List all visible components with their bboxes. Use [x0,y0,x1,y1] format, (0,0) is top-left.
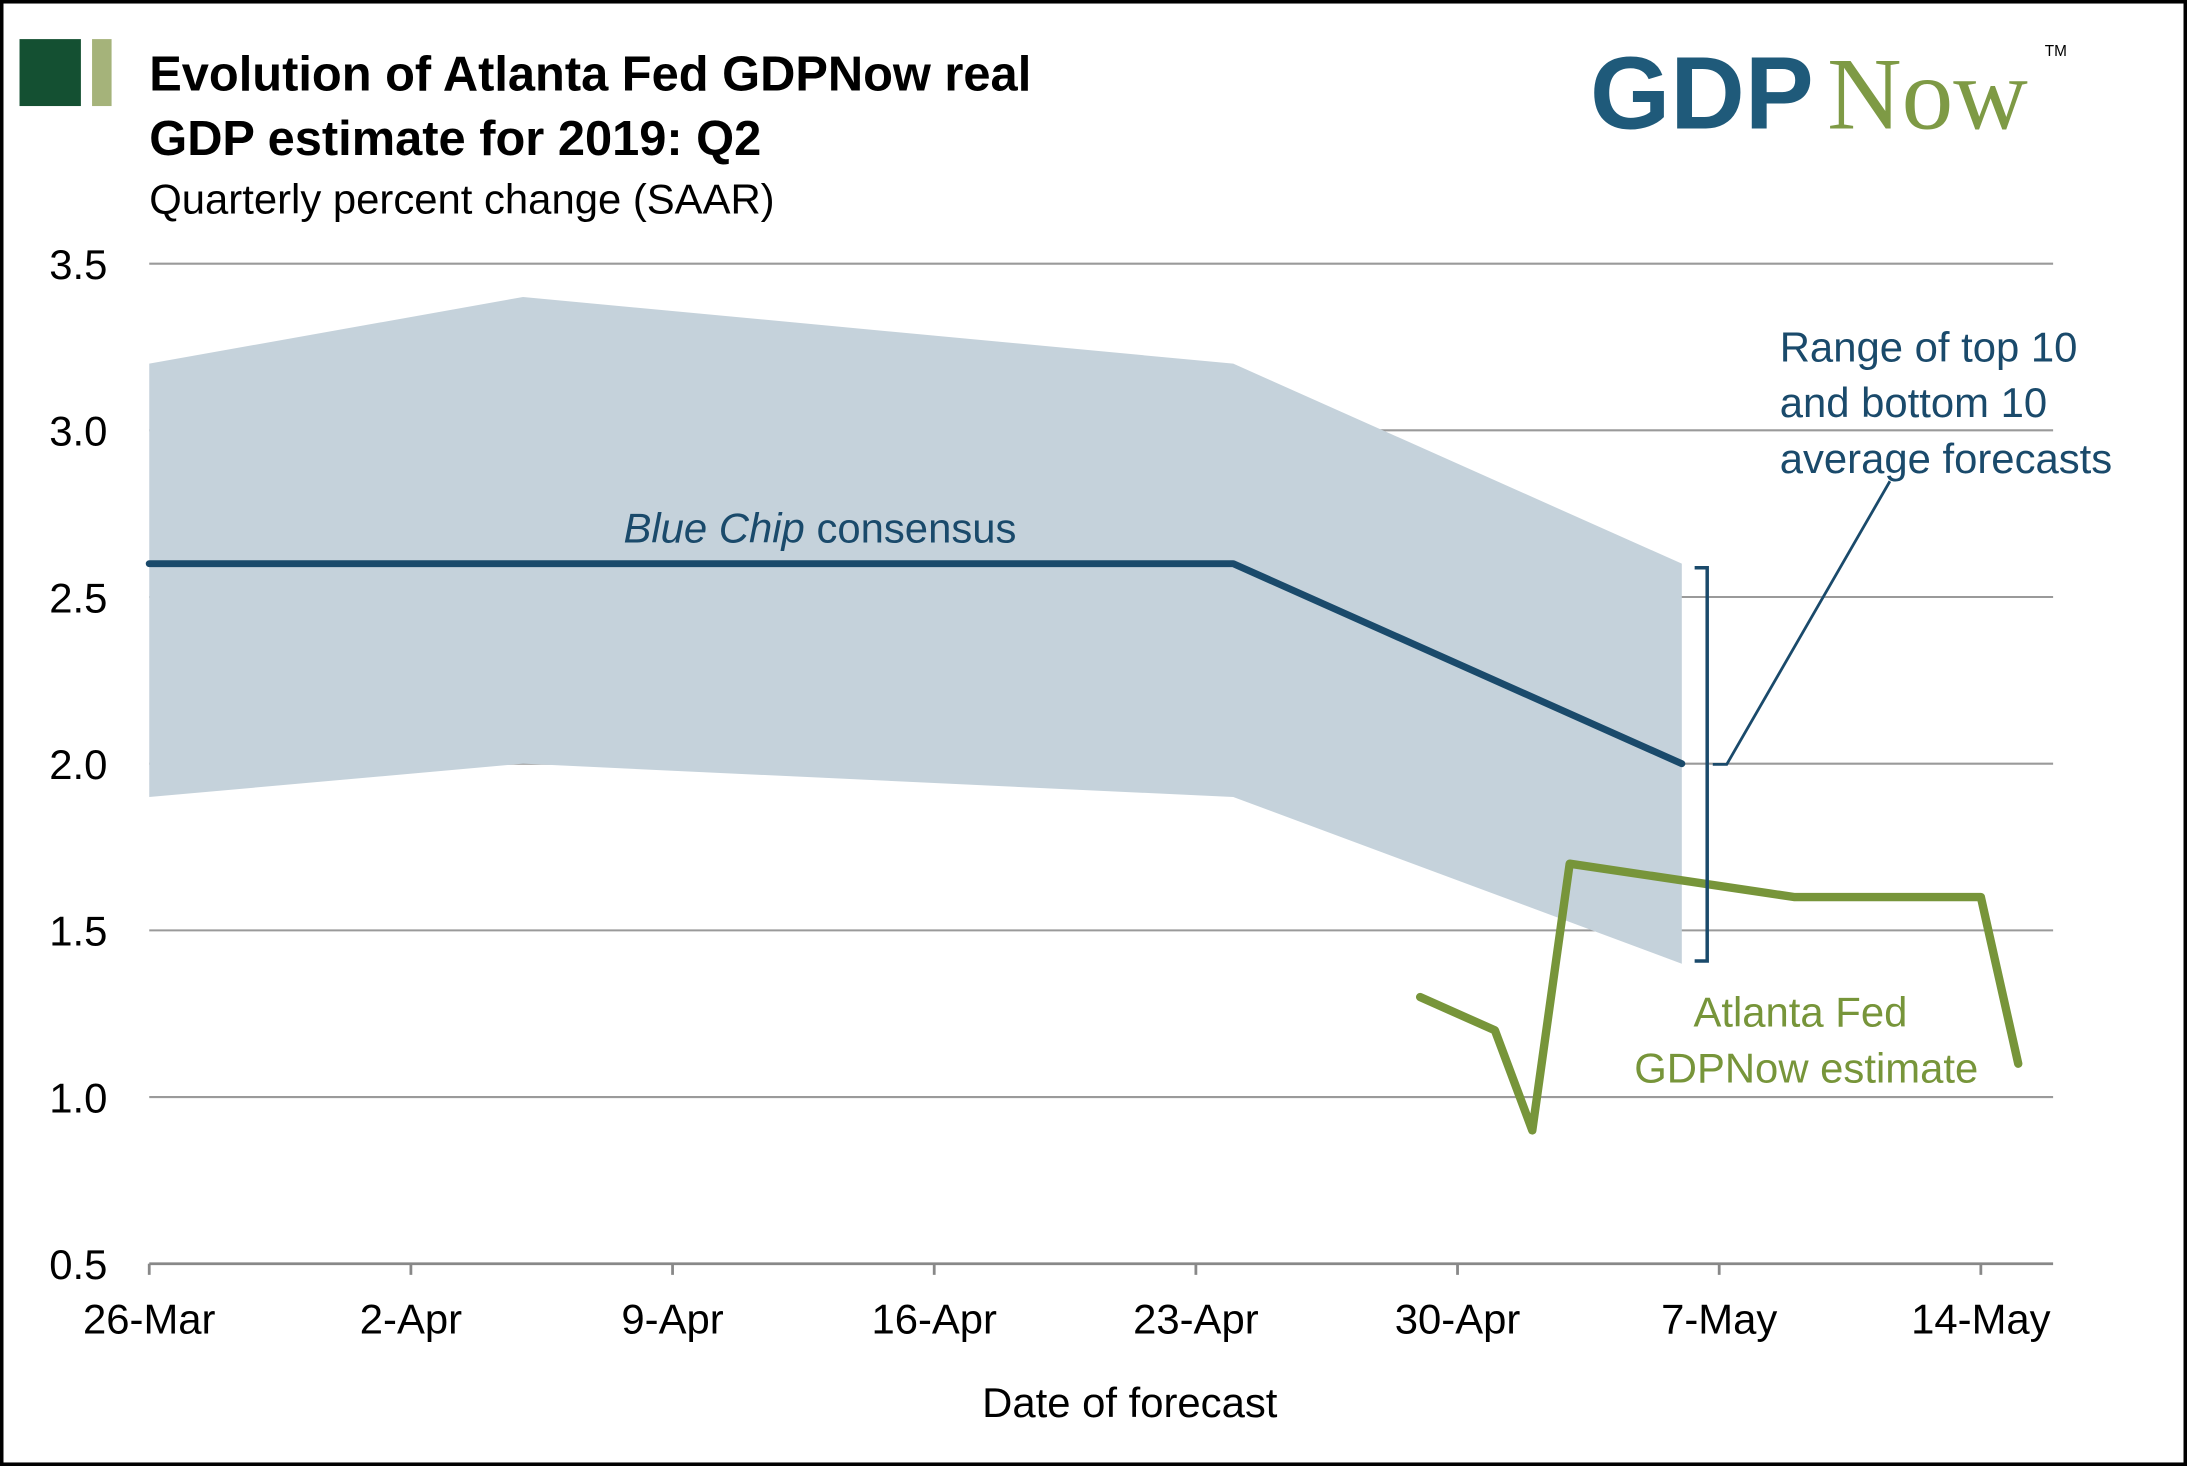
x-tick-label: 2-Apr [360,1295,462,1342]
y-tick-label: 0.5 [49,1241,107,1288]
x-tick-label: 7-May [1661,1295,1777,1342]
x-tick-label: 30-Apr [1395,1295,1521,1342]
bluechip-label: Blue Chip consensus [623,505,1016,552]
y-tick-label: 3.5 [49,241,107,288]
y-tick-label: 1.5 [49,908,107,955]
range-label: Range of top 10 and bottom 10 average fo… [1780,323,2112,482]
y-tick-label: 2.0 [49,741,107,788]
bracket-icon [1694,565,1709,963]
y-tick-label: 3.0 [49,408,107,455]
gdpnow-label-line: Atlanta Fed [1693,989,1907,1036]
logo-gdp: GDP [1590,35,1814,150]
gdpnow-label: Atlanta Fed GDPNow estimate [1634,989,1978,1092]
x-tick-label: 16-Apr [871,1295,997,1342]
range-label-line: average forecasts [1780,435,2112,482]
chart-title-line1: Evolution of Atlanta Fed GDPNow real [149,48,1031,102]
gdpnow-logo: GDP Now TM [1590,35,2067,151]
bluechip-label-italic: Blue Chip [623,505,804,552]
x-tick-label: 14-May [1911,1295,2051,1342]
x-tick-label: 9-Apr [621,1295,723,1342]
accent-bar-light [92,39,112,107]
logo-now: Now [1827,37,2028,151]
range-label-line: and bottom 10 [1780,379,2047,426]
chart-subtitle: Quarterly percent change (SAAR) [149,175,774,222]
chart-title-line2: GDP estimate for 2019: Q2 [149,112,761,166]
logo-tm: TM [2045,43,2067,60]
annotation-leader-line [1712,480,1892,766]
range-label-line: Range of top 10 [1780,323,2078,370]
bluechip-label-rest: consensus [805,505,1017,552]
axes: 0.5 1.0 1.5 2.0 2.5 3.0 3.5 26-Mar 2-Apr 9-Apr 16-… [49,241,2054,1342]
y-tick-label: 1.0 [49,1074,107,1121]
x-axis-label: Date of forecast [982,1379,1278,1426]
gdpnow-label-line: GDPNow estimate [1634,1044,1978,1091]
accent-bar-dark [19,39,81,107]
series-lines [145,560,2023,1135]
x-tick-label: 23-Apr [1133,1295,1259,1342]
y-tick-label: 2.5 [49,574,107,621]
forecast-range-band [149,296,1682,964]
x-tick-label: 26-Mar [83,1295,216,1342]
range-bracket [1694,480,1892,963]
